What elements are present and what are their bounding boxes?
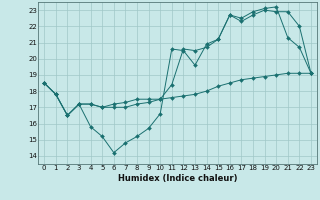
X-axis label: Humidex (Indice chaleur): Humidex (Indice chaleur) <box>118 174 237 183</box>
